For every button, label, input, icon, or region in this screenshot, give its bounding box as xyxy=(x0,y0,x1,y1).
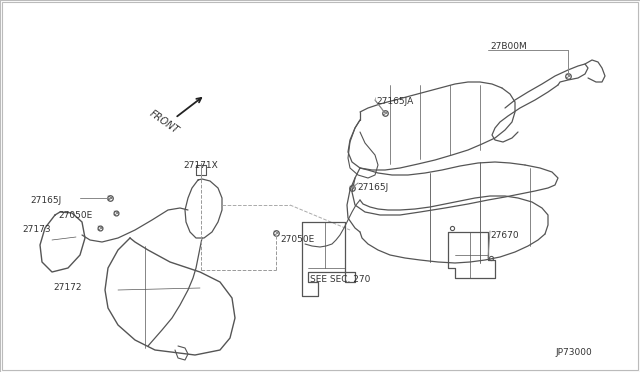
Text: 27050E: 27050E xyxy=(280,235,314,244)
Text: 27050E: 27050E xyxy=(58,211,92,220)
Text: FRONT: FRONT xyxy=(148,108,181,136)
Text: 27670: 27670 xyxy=(490,231,518,240)
Text: SEE SEC. 270: SEE SEC. 270 xyxy=(310,275,371,284)
Text: 27171X: 27171X xyxy=(183,161,218,170)
Text: 27B00M: 27B00M xyxy=(490,42,527,51)
Text: 27165JA: 27165JA xyxy=(376,97,413,106)
Text: JP73000: JP73000 xyxy=(555,348,592,357)
Text: 27165J: 27165J xyxy=(30,196,61,205)
Text: 27165J: 27165J xyxy=(357,183,388,192)
Text: 27172: 27172 xyxy=(53,283,81,292)
Text: 27173: 27173 xyxy=(22,225,51,234)
